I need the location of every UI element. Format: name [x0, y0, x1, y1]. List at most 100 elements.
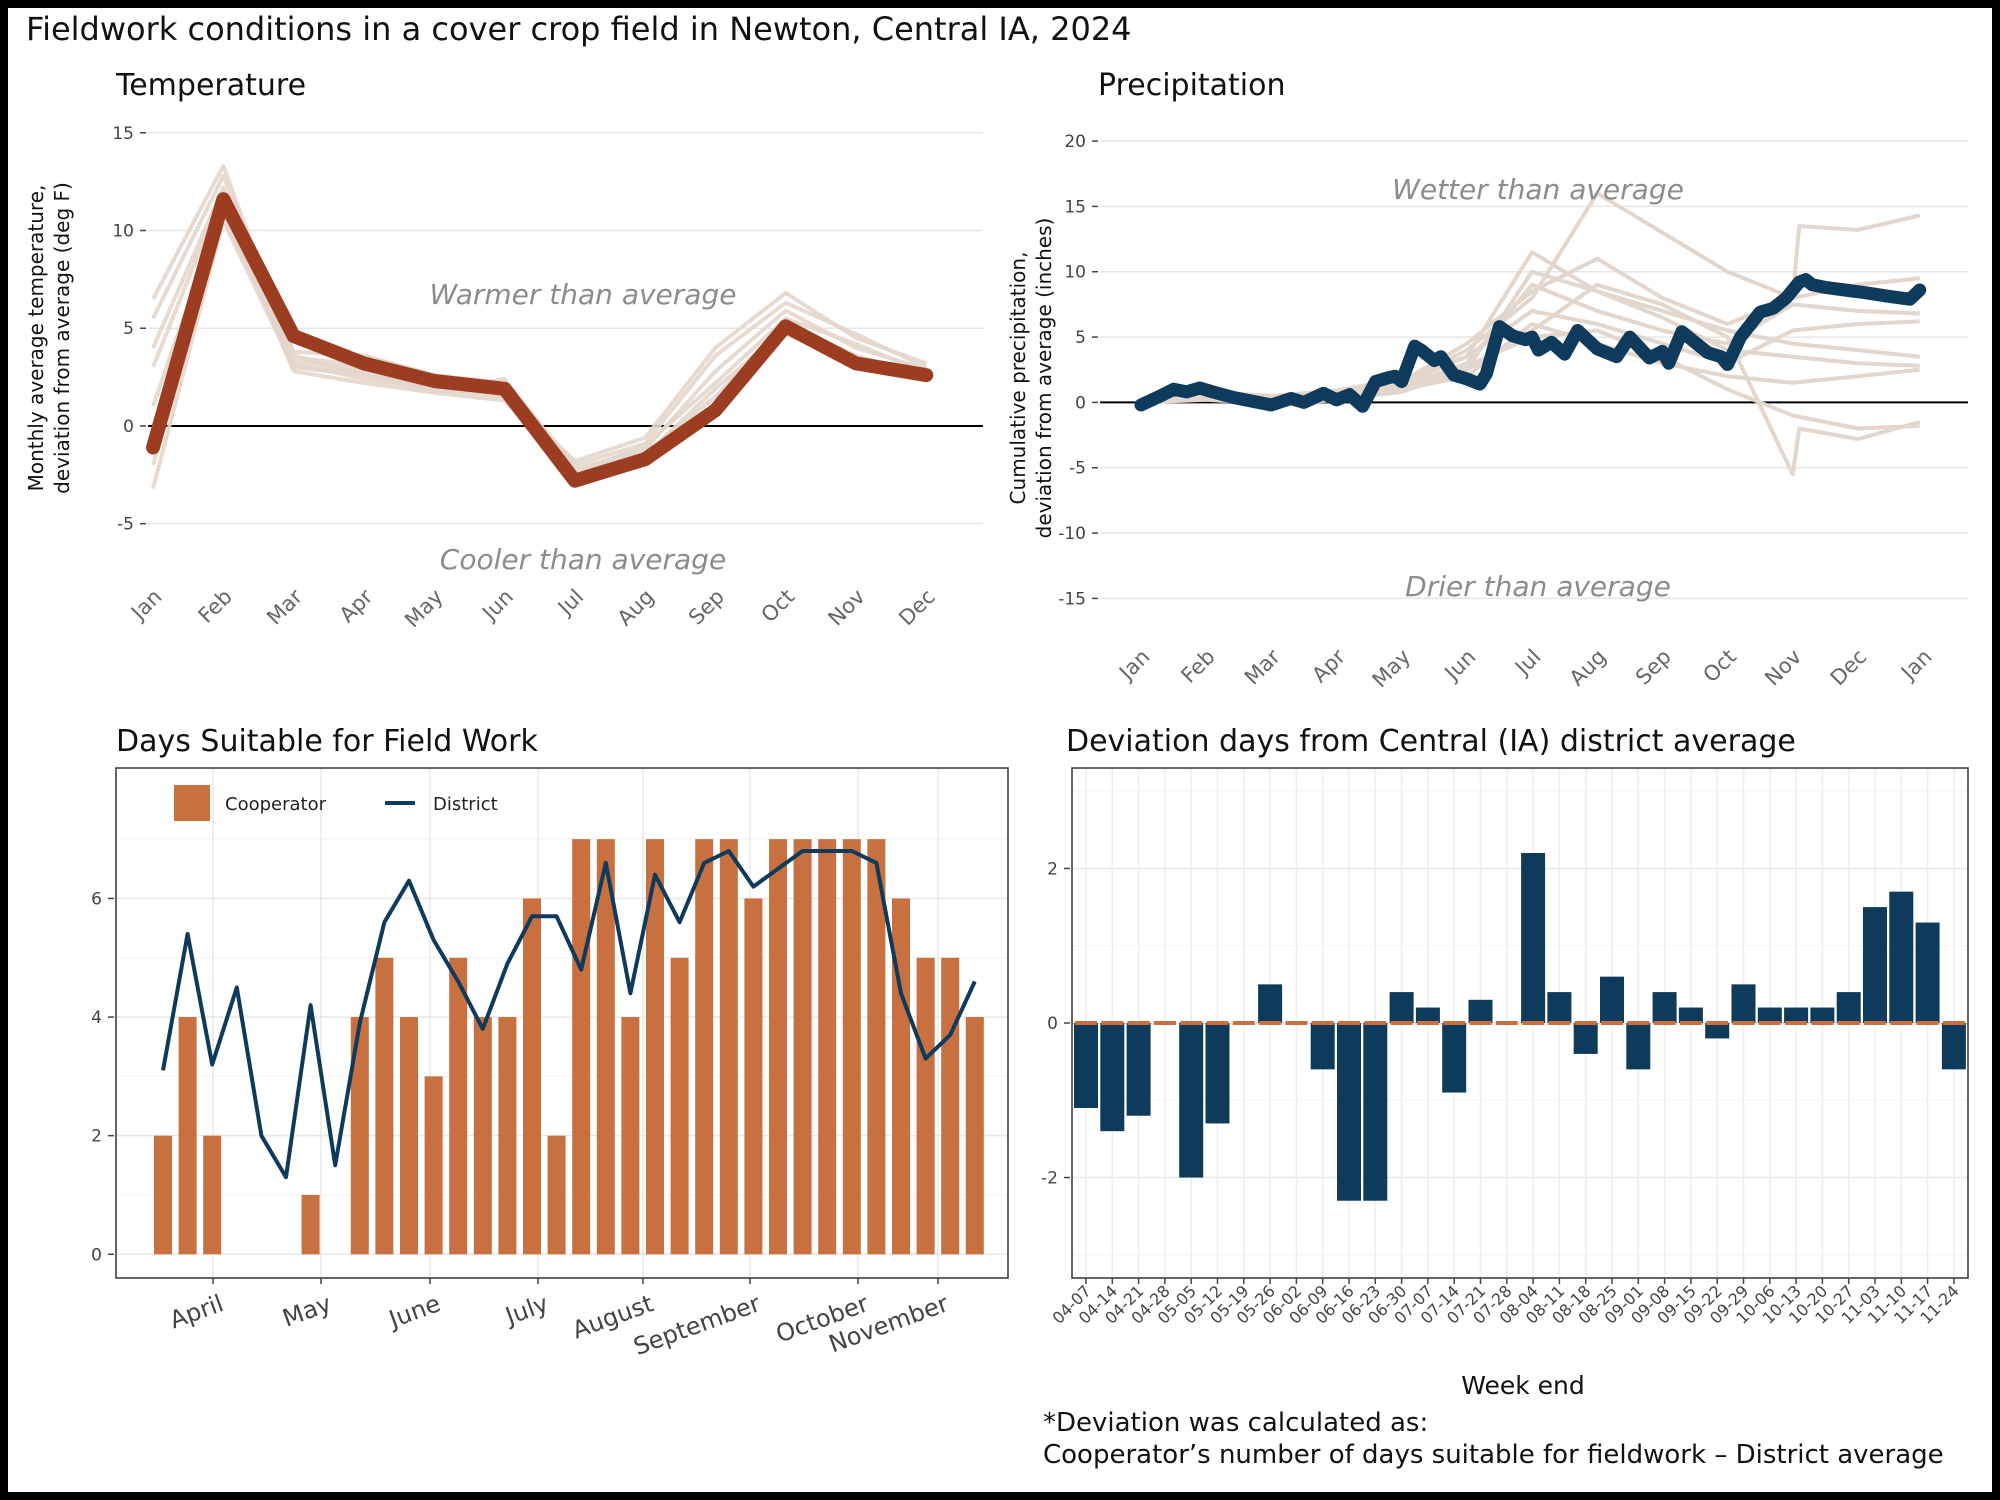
deviation-bar	[1731, 984, 1756, 1023]
deviation-ytick-label: 0	[1047, 1014, 1058, 1034]
cooperator-bar	[572, 839, 591, 1255]
temperature-xtick-label: Apr	[335, 584, 378, 627]
precipitation-main-line	[1134, 273, 1927, 413]
temperature-ylabel: Monthly average temperature, deviation fr…	[24, 182, 74, 494]
deviation-bar	[1915, 922, 1940, 1023]
deviation-bar	[1205, 1023, 1230, 1124]
deviation-bar	[1258, 984, 1283, 1023]
cooperator-bar	[719, 839, 738, 1255]
temperature-xtick-label: Nov	[824, 585, 870, 631]
precipitation-annotation-wetter: Wetter than average	[1392, 173, 1684, 206]
cooperator-bar	[473, 1017, 492, 1255]
temperature-xtick-label: Feb	[194, 585, 237, 628]
deviation-bar	[1442, 1023, 1467, 1093]
deviation-bar	[1863, 907, 1887, 1023]
cooperator-bar	[547, 1135, 566, 1255]
cooperator-bar	[670, 957, 689, 1255]
cooperator-bar	[203, 1135, 222, 1255]
precipitation-xtick-label: Feb	[1176, 645, 1219, 688]
cooperator-bar	[154, 1135, 172, 1255]
deviation-bar	[1705, 1023, 1730, 1039]
precipitation-ylabel-line: deviation from average (inches)	[1032, 218, 1056, 539]
deviation-xlabel: Week end	[1461, 1371, 1585, 1400]
deviation-bar	[1757, 1007, 1782, 1023]
deviation-bar	[1547, 992, 1572, 1023]
days-suitable-xtick-label: July	[500, 1289, 552, 1331]
deviation-bar	[1337, 1023, 1361, 1201]
deviation-bar	[1126, 1023, 1151, 1116]
cooperator-bar	[941, 957, 960, 1255]
deviation-ytick-label: -2	[1041, 1169, 1058, 1189]
cooperator-bar	[818, 839, 837, 1255]
precipitation-xtick-label: Jan	[1113, 645, 1154, 686]
precipitation-annotation-drier: Drier than average	[1405, 570, 1671, 603]
cooperator-bar	[867, 839, 886, 1255]
cooperator-bar	[350, 1017, 369, 1255]
cooperator-bar	[424, 1076, 443, 1255]
temperature-ytick-label: 0	[123, 417, 134, 437]
days-suitable-xtick-label: June	[383, 1289, 444, 1334]
days-suitable-xtick-label: April	[166, 1289, 227, 1334]
precipitation-xtick-label: Nov	[1760, 645, 1806, 691]
deviation-bar	[1074, 1023, 1098, 1108]
cooperator-bar	[965, 1017, 984, 1255]
figure-title: Fieldwork conditions in a cover crop fie…	[26, 10, 1132, 48]
precipitation-ytick-label: -15	[1058, 589, 1086, 609]
precipitation-xtick-label: Jun	[1439, 645, 1481, 687]
cooperator-bar	[449, 957, 468, 1255]
precipitation-xtick-label: Mar	[1240, 644, 1285, 689]
cooperator-bar	[793, 839, 812, 1255]
cooperator-bar	[621, 1017, 640, 1255]
cooperator-bar	[695, 839, 714, 1255]
temperature-ylabel-line: Monthly average temperature,	[24, 185, 48, 492]
temperature-xtick-label: Jan	[125, 585, 166, 626]
precipitation-ytick-label: -10	[1058, 524, 1086, 544]
deviation-bar	[1810, 1007, 1835, 1023]
temperature-xtick-label: Aug	[613, 585, 659, 631]
deviation-bar	[1652, 992, 1677, 1023]
deviation-bar	[1363, 1023, 1388, 1201]
precipitation-xtick-label: Sep	[1631, 645, 1676, 690]
cooperator-bar	[375, 957, 394, 1255]
deviation-bar	[1600, 976, 1624, 1023]
temperature-xtick-label: Jun	[476, 585, 518, 627]
cooperator-bar	[596, 839, 615, 1255]
cooperator-bar	[769, 839, 787, 1255]
precipitation-xtick-label: Dec	[1826, 645, 1872, 691]
cooperator-bar	[916, 957, 935, 1255]
days-suitable-title: Days Suitable for Field Work	[116, 724, 538, 759]
temperature-ylabel-line: deviation from average (deg F)	[50, 182, 74, 494]
temperature-annotation-warmer: Warmer than average	[430, 278, 737, 311]
precipitation-ytick-label: 15	[1064, 197, 1086, 217]
deviation-bar	[1389, 992, 1414, 1023]
temperature-xtick-label: Oct	[757, 585, 800, 628]
deviation-bar	[1573, 1023, 1598, 1054]
cooperator-bar	[523, 898, 541, 1255]
precipitation-ytick-label: 0	[1075, 393, 1086, 413]
legend-cooperator-swatch	[174, 785, 210, 821]
cooperator-bar	[400, 1017, 418, 1255]
cooperator-bar	[498, 1017, 517, 1255]
temperature-xtick-label: Sep	[684, 585, 729, 630]
temperature-ytick-label: 10	[112, 222, 134, 242]
deviation-bar	[1836, 992, 1861, 1023]
days-suitable-ytick-label: 6	[91, 889, 102, 909]
legend-district-label: District	[433, 794, 498, 815]
temperature-background-line	[151, 218, 927, 490]
footnote-line-2: Cooperator’s number of days suitable for…	[1043, 1440, 1944, 1470]
days-suitable-plot-border	[115, 767, 1009, 1279]
temperature-main-line	[146, 192, 934, 488]
temperature-xtick-label: Jul	[552, 585, 588, 621]
temperature-ytick-label: 5	[123, 319, 134, 339]
deviation-panel: Deviation days from Central (IA) distric…	[1041, 724, 1969, 1400]
precipitation-ylabel: Cumulative precipitation, deviation from …	[1006, 218, 1056, 539]
deviation-plot-border	[1071, 767, 1969, 1279]
temperature-xtick-label: Dec	[894, 585, 940, 631]
deviation-bar	[1889, 891, 1914, 1023]
precipitation-title: Precipitation	[1098, 68, 1286, 103]
cooperator-bar	[892, 898, 910, 1255]
precipitation-xtick-label: Apr	[1307, 644, 1350, 687]
figure-canvas: Temperature -5 0 5 10 15 Monthly average tempe…	[24, 68, 1969, 1400]
deviation-bar	[1468, 999, 1493, 1023]
cooperator-bar	[301, 1194, 320, 1255]
